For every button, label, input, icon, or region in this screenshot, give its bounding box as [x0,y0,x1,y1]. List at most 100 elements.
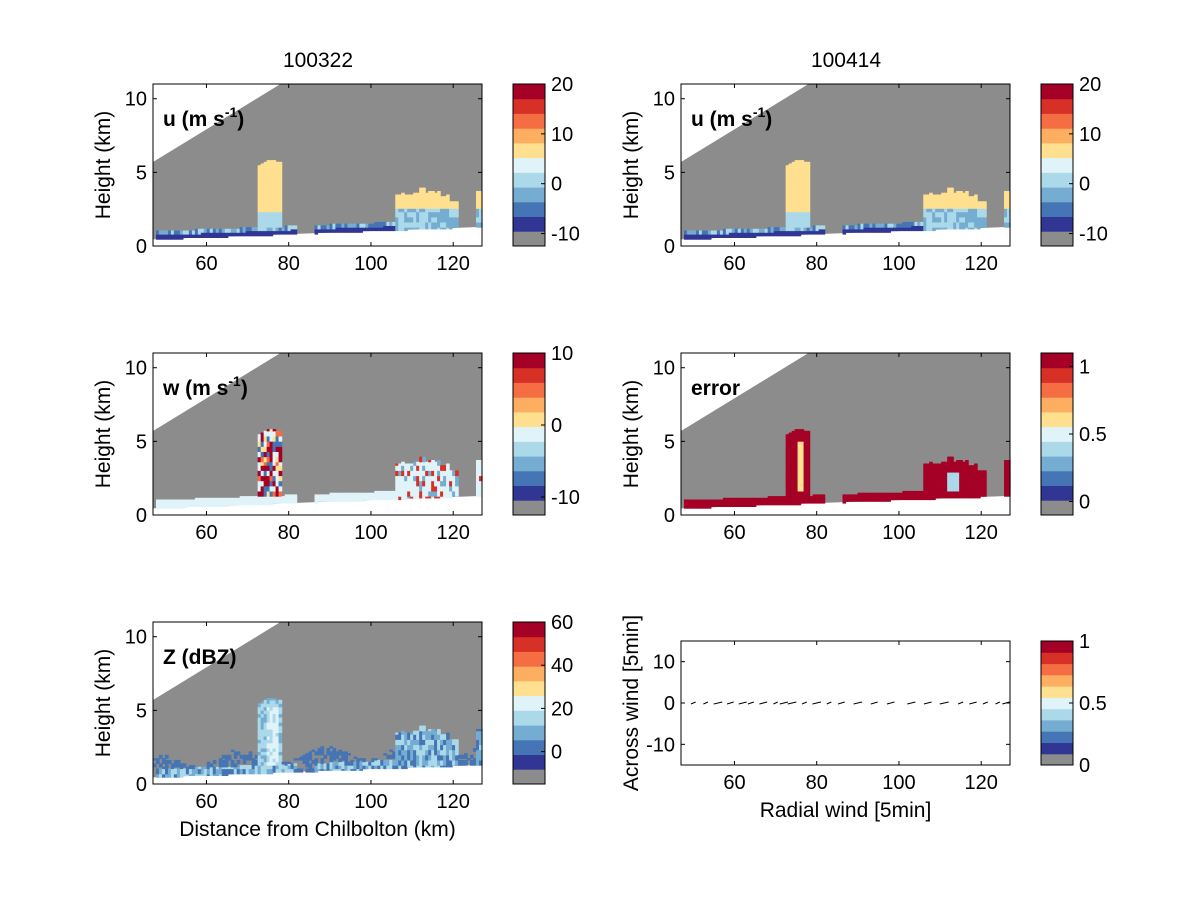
field-cell [929,228,933,232]
field-cell [416,489,420,492]
field-cell [398,225,402,228]
field-cell [173,503,178,506]
field-cell [263,497,268,501]
field-cell [413,221,417,225]
field-cell [266,199,271,202]
field-cell [425,463,429,466]
y-tick-label: 5 [664,431,675,453]
field-cell [710,232,715,235]
field-cell [701,499,706,502]
field-cell [755,234,760,237]
field-cell [902,228,906,232]
field-cell [257,456,262,459]
field-cell [875,496,879,499]
field-cell [437,489,441,492]
field-cell [728,230,733,233]
field-cell [440,472,444,475]
field-cell [341,496,345,499]
field-cell [428,211,432,214]
field-cell [422,477,426,480]
field-cell [422,211,426,214]
field-cell [272,434,277,437]
field-cell [785,194,790,197]
field-cell [704,503,709,506]
field-cell [479,472,483,475]
field-cell [410,465,414,468]
field-cell [941,216,945,220]
field-cell [416,468,420,471]
field-cell [272,449,277,452]
field-cell [761,234,766,237]
field-cell [275,163,280,166]
field-cell [254,761,259,764]
field-cell [684,503,688,506]
field-cell [947,215,951,218]
field-cell [416,472,420,475]
field-cell [272,470,277,473]
field-cell [263,220,268,223]
field-cell [696,499,700,502]
field-cell [929,206,933,209]
field-cell [752,232,757,235]
field-cell [800,494,805,497]
field-cell [443,473,447,477]
field-cell [245,227,250,230]
field-cell [275,442,280,446]
field-cell [800,463,805,466]
field-cell [929,466,933,470]
field-cell [767,496,772,499]
field-cell [278,442,283,446]
field-cell [437,221,441,225]
field-cell [425,199,429,202]
field-cell [275,172,280,175]
field-cell [260,458,265,461]
field-cell [242,496,247,499]
field-cell [479,199,483,202]
field-cell [263,436,268,439]
field-cell [209,228,214,232]
field-cell [278,466,283,470]
field-cell [260,197,265,201]
field-cell [377,490,381,494]
field-cell [950,197,954,201]
field-cell [806,225,811,228]
field-cell [950,460,954,463]
field-cell [806,442,811,446]
field-cell [332,228,337,232]
field-cell [395,209,399,213]
field-cell [926,199,930,202]
field-cell [404,489,408,492]
field-cell [818,501,823,504]
field-cell [170,773,175,776]
field-cell [722,234,727,237]
field-cell [722,503,727,506]
field-cell [242,759,247,763]
field-cell [797,199,802,202]
field-cell [374,492,378,495]
field-cell [690,230,694,233]
field-cell [806,489,811,492]
field-cell [770,501,775,504]
field-cell [419,460,423,463]
field-cell [884,225,888,228]
field-cell [806,213,811,216]
field-cell [278,168,283,171]
field-cell [905,494,909,497]
field-cell [851,497,856,501]
field-cell [431,211,435,214]
field-cell [701,506,706,509]
colorbar-tick-label: 0 [551,415,562,437]
field-cell [257,446,262,449]
field-cell [404,484,408,487]
field-cell [368,496,372,499]
field-cell [968,477,972,480]
field-cell [965,485,969,489]
field-cell [968,197,972,201]
field-cell [956,211,960,214]
field-cell [788,454,793,458]
field-cell [698,503,703,506]
field-cell [968,485,972,489]
field-cell [263,475,268,478]
field-cell [965,201,969,204]
field-cell [788,468,793,471]
